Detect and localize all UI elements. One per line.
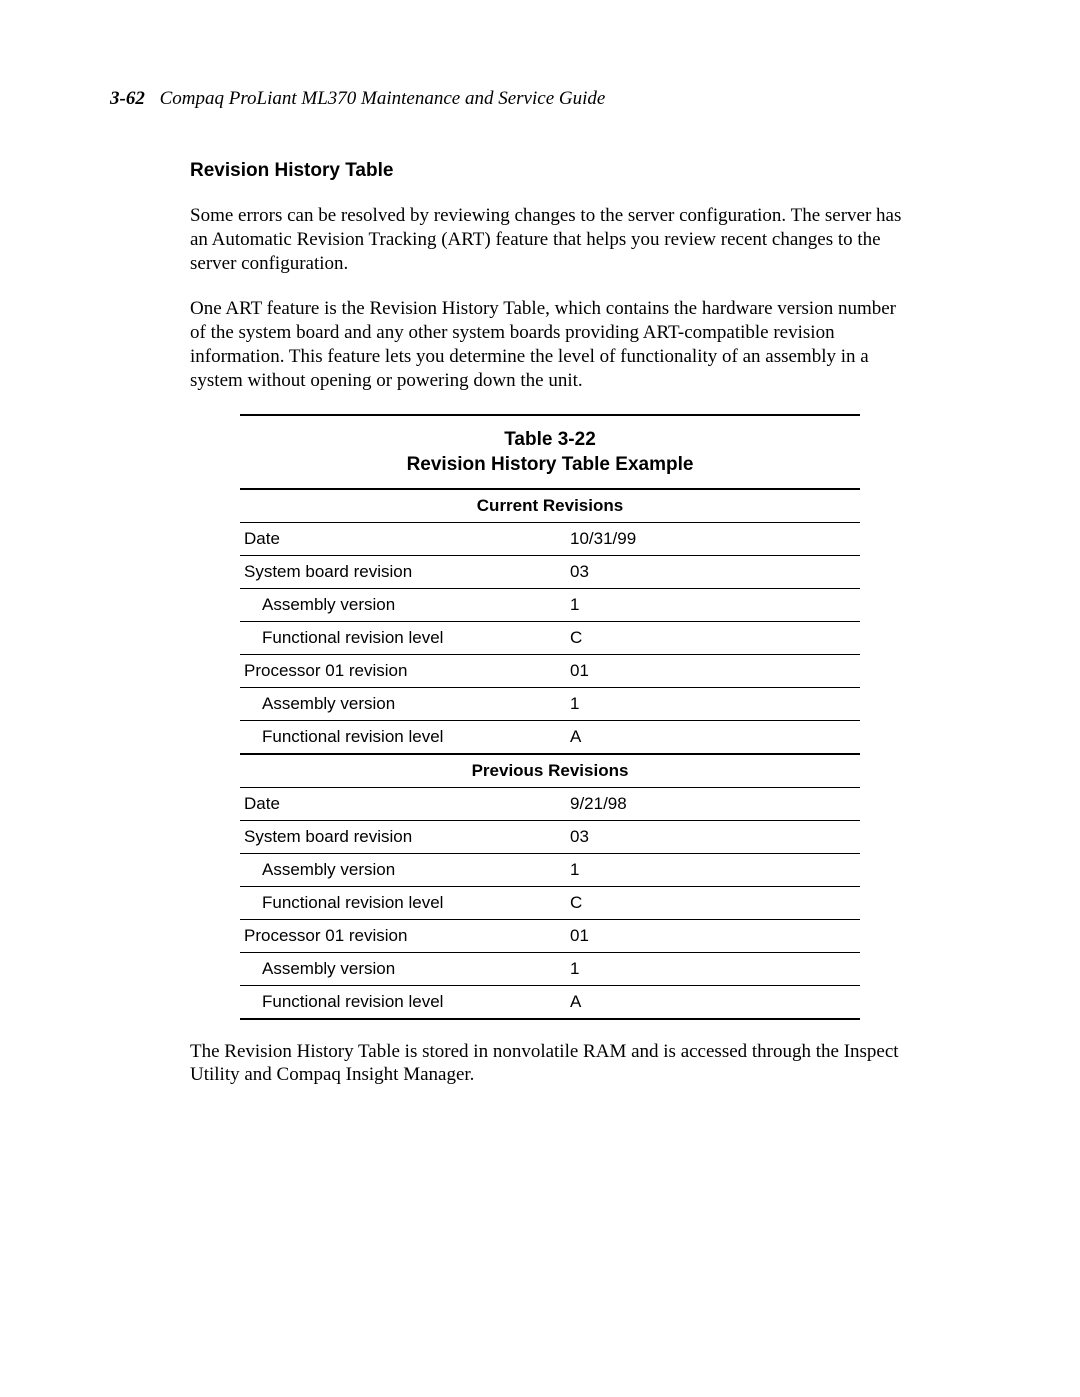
row-value: 03 xyxy=(566,820,860,853)
row-label-funcrev: Functional revision level xyxy=(240,720,566,754)
row-value: A xyxy=(566,720,860,754)
row-label-date: Date xyxy=(240,787,566,820)
paragraph-2: One ART feature is the Revision History … xyxy=(190,297,910,392)
row-label-assembly: Assembly version xyxy=(240,588,566,621)
current-revisions-header: Current Revisions xyxy=(240,489,860,523)
table-row: Functional revision level A xyxy=(240,985,860,1019)
table-title: Revision History Table Example xyxy=(407,454,694,475)
row-value: 01 xyxy=(566,919,860,952)
row-label-proc01: Processor 01 revision xyxy=(240,654,566,687)
row-value: 1 xyxy=(566,952,860,985)
table-row: Date 9/21/98 xyxy=(240,787,860,820)
table-row: Processor 01 revision 01 xyxy=(240,654,860,687)
row-label-assembly: Assembly version xyxy=(240,952,566,985)
section-heading: Revision History Table xyxy=(190,160,910,182)
row-label-funcrev: Functional revision level xyxy=(240,886,566,919)
row-value: 01 xyxy=(566,654,860,687)
content-block: Revision History Table Some errors can b… xyxy=(190,160,910,1087)
row-value: C xyxy=(566,886,860,919)
row-value: C xyxy=(566,621,860,654)
table-row: Functional revision level A xyxy=(240,720,860,754)
previous-revisions-header: Previous Revisions xyxy=(240,754,860,788)
table-row: Functional revision level C xyxy=(240,886,860,919)
row-value: 03 xyxy=(566,555,860,588)
row-label-sysboard: System board revision xyxy=(240,555,566,588)
paragraph-1: Some errors can be resolved by reviewing… xyxy=(190,204,910,275)
document-title: Compaq ProLiant ML370 Maintenance and Se… xyxy=(160,88,606,109)
table-row: System board revision 03 xyxy=(240,820,860,853)
revision-table-container: Table 3-22 Revision History Table Exampl… xyxy=(240,414,860,1019)
revision-history-table: Current Revisions Date 10/31/99 System b… xyxy=(240,488,860,1020)
row-value: 1 xyxy=(566,853,860,886)
page-number: 3-62 xyxy=(110,88,145,109)
row-value: A xyxy=(566,985,860,1019)
table-row: Assembly version 1 xyxy=(240,687,860,720)
table-row: System board revision 03 xyxy=(240,555,860,588)
row-label-assembly: Assembly version xyxy=(240,687,566,720)
row-value: 1 xyxy=(566,687,860,720)
table-row: Assembly version 1 xyxy=(240,952,860,985)
table-caption: Table 3-22 Revision History Table Exampl… xyxy=(240,416,860,487)
row-label-proc01: Processor 01 revision xyxy=(240,919,566,952)
table-row: Functional revision level C xyxy=(240,621,860,654)
row-label-funcrev: Functional revision level xyxy=(240,985,566,1019)
table-number: Table 3-22 xyxy=(504,429,596,450)
row-value: 1 xyxy=(566,588,860,621)
page-header: 3-62 Compaq ProLiant ML370 Maintenance a… xyxy=(110,88,970,110)
row-value: 9/21/98 xyxy=(566,787,860,820)
table-row: Processor 01 revision 01 xyxy=(240,919,860,952)
row-value: 10/31/99 xyxy=(566,522,860,555)
row-label-sysboard: System board revision xyxy=(240,820,566,853)
row-label-funcrev: Functional revision level xyxy=(240,621,566,654)
table-row: Assembly version 1 xyxy=(240,853,860,886)
row-label-date: Date xyxy=(240,522,566,555)
page: 3-62 Compaq ProLiant ML370 Maintenance a… xyxy=(0,0,1080,1087)
row-label-assembly: Assembly version xyxy=(240,853,566,886)
paragraph-3: The Revision History Table is stored in … xyxy=(190,1040,910,1088)
table-row: Assembly version 1 xyxy=(240,588,860,621)
table-row: Date 10/31/99 xyxy=(240,522,860,555)
